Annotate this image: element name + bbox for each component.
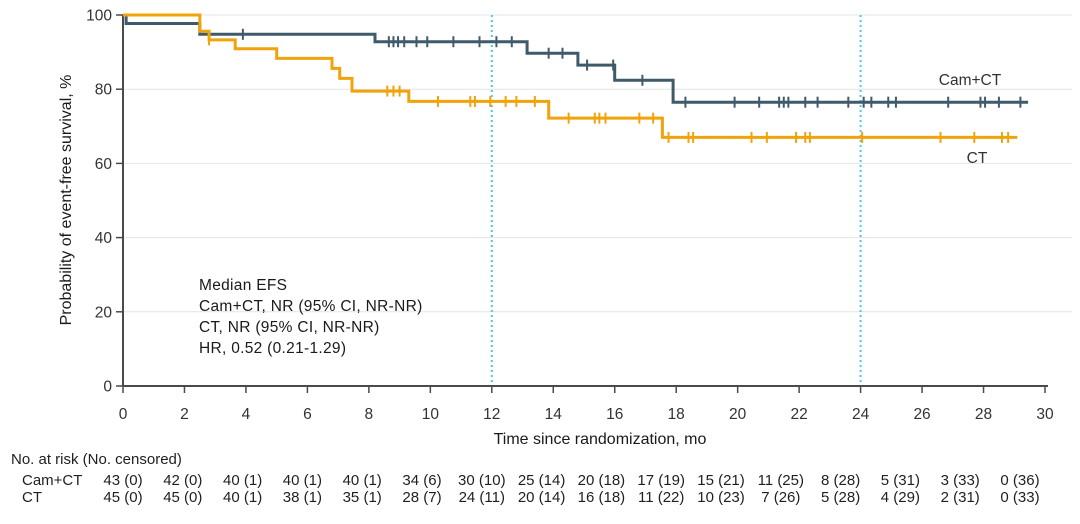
y-tick-label: 80 <box>95 82 113 99</box>
risk-value: 15 (21) <box>697 472 745 489</box>
risk-value: 45 (0) <box>163 489 202 506</box>
x-tick-label: 14 <box>545 406 563 423</box>
x-tick-label: 6 <box>303 406 312 423</box>
x-tick-label: 22 <box>791 406 808 423</box>
x-tick-label: 28 <box>975 406 992 423</box>
y-tick-label: 100 <box>86 8 112 25</box>
risk-table: No. at risk (No. censored) Cam+CT CT 43 … <box>11 451 1040 506</box>
risk-value: 43 (0) <box>103 472 142 489</box>
y-tick-label: 40 <box>95 230 113 247</box>
curve-cam-ct <box>123 13 1029 104</box>
risk-value: 5 (31) <box>881 472 920 489</box>
reference-lines <box>490 15 862 386</box>
series-label-cam-ct: Cam+CT <box>939 72 1002 89</box>
x-tick-label: 2 <box>180 406 189 423</box>
annotation-line-4: HR, 0.52 (0.21-1.29) <box>199 340 346 357</box>
annotation-line-3: CT, NR (95% CI, NR-NR) <box>199 319 380 336</box>
risk-value: 45 (0) <box>103 489 142 506</box>
risk-value: 40 (1) <box>223 489 262 506</box>
x-tick-label: 30 <box>1036 406 1054 423</box>
risk-table-values: 43 (0)45 (0)42 (0)45 (0)40 (1)40 (1)40 (… <box>103 472 1039 506</box>
risk-value: 35 (1) <box>343 489 382 506</box>
y-tick-label: 60 <box>95 156 113 173</box>
survival-curves <box>123 13 1029 143</box>
risk-value: 3 (33) <box>941 472 980 489</box>
median-efs-annotation: Median EFS Cam+CT, NR (95% CI, NR-NR) CT… <box>199 277 423 357</box>
risk-value: 30 (10) <box>458 472 506 489</box>
risk-value: 40 (1) <box>343 472 382 489</box>
x-axis-title: Time since randomization, mo <box>494 431 707 448</box>
risk-value: 0 (33) <box>1000 489 1039 506</box>
risk-value: 10 (23) <box>697 489 745 506</box>
x-tick-label: 16 <box>606 406 623 423</box>
risk-value: 24 (11) <box>459 489 505 506</box>
risk-row-label-cam-ct: Cam+CT <box>22 472 82 489</box>
x-tick-label: 10 <box>422 406 440 423</box>
risk-value: 2 (31) <box>941 489 980 506</box>
annotation-line-2: Cam+CT, NR (95% CI, NR-NR) <box>199 298 423 315</box>
risk-table-header: No. at risk (No. censored) <box>11 451 182 468</box>
x-tick-label: 12 <box>483 406 500 423</box>
risk-value: 40 (1) <box>223 472 262 489</box>
annotation-line-1: Median EFS <box>199 277 287 294</box>
x-tick-label: 20 <box>729 406 747 423</box>
x-tick-label: 26 <box>913 406 930 423</box>
risk-value: 11 (22) <box>638 489 684 506</box>
risk-value: 17 (19) <box>637 472 685 489</box>
x-tick-label: 8 <box>365 406 374 423</box>
risk-value: 7 (26) <box>761 489 800 506</box>
series-label-ct: CT <box>967 150 988 167</box>
risk-value: 11 (25) <box>758 472 804 489</box>
y-axis-title: Probability of event-free survival, % <box>58 75 75 326</box>
risk-value: 40 (1) <box>283 472 322 489</box>
risk-row-label-ct: CT <box>22 489 42 506</box>
risk-value: 34 (6) <box>402 472 441 489</box>
y-tick-label: 0 <box>103 379 112 396</box>
risk-value: 20 (14) <box>518 489 566 506</box>
risk-value: 8 (28) <box>821 472 860 489</box>
y-gridlines <box>123 14 1072 313</box>
risk-value: 42 (0) <box>163 472 202 489</box>
x-tick-label: 4 <box>242 406 251 423</box>
x-tick-label: 24 <box>852 406 870 423</box>
risk-value: 20 (18) <box>578 472 626 489</box>
x-tick-label: 0 <box>119 406 128 423</box>
risk-value: 4 (29) <box>881 489 920 506</box>
risk-value: 25 (14) <box>518 472 566 489</box>
y-tick-label: 20 <box>95 304 113 321</box>
risk-value: 0 (36) <box>1000 472 1039 489</box>
x-tick-label: 18 <box>668 406 685 423</box>
risk-value: 28 (7) <box>402 489 441 506</box>
risk-value: 38 (1) <box>283 489 322 506</box>
risk-value: 16 (18) <box>578 489 626 506</box>
risk-value: 5 (28) <box>821 489 860 506</box>
